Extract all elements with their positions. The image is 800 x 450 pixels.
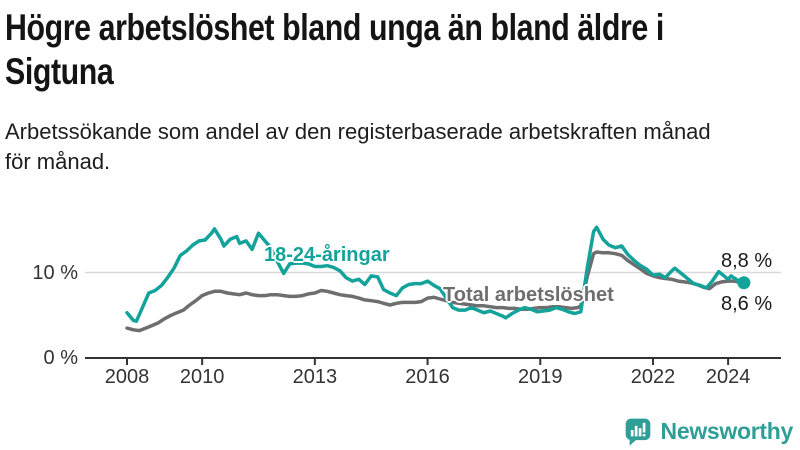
series-line-youth [125,225,746,323]
x-tick-label-2010: 2010 [179,366,225,388]
logo-bubble-shape [625,418,650,446]
series-label-total: Total arbetslöshet [443,284,614,306]
latest-value-label-total: 8,6 % [721,293,773,315]
x-tick-label-2013: 2013 [292,366,338,388]
page-subtitle: Arbetssökande som andel av den registerb… [5,117,800,177]
logo-bars [630,422,645,437]
x-tick-label-2022: 2022 [630,366,676,388]
page-title-line2: Sigtuna [5,51,114,92]
x-tick-label-2019: 2019 [518,366,563,388]
x-tick-label-2024: 2024 [705,366,751,388]
latest-point-dot [737,276,751,290]
page-title: Högre arbetslöshet bland unga än bland ä… [5,6,800,94]
x-tick-label-2016: 2016 [405,366,450,388]
y-tick-label-10: 10 % [32,261,78,284]
y-tick-label-0: 0 % [43,347,78,369]
x-tick-label-2008: 2008 [104,366,150,388]
newsworthy-chart-bubble-icon [625,418,650,446]
page-subtitle-line2: för månad. [5,149,111,174]
series-label-youth: 18-24-åringar [264,244,390,266]
page-subtitle-line1: Arbetssökande som andel av den registerb… [5,119,711,144]
newsworthy-logo-text: Newsworthy [660,417,794,444]
newsworthy-logo[interactable]: Newsworthy [623,416,793,446]
series-line-total [125,250,746,333]
latest-value-label-youth: 8,8 % [721,250,773,272]
page-title-line1: Högre arbetslöshet bland unga än bland ä… [5,7,664,48]
